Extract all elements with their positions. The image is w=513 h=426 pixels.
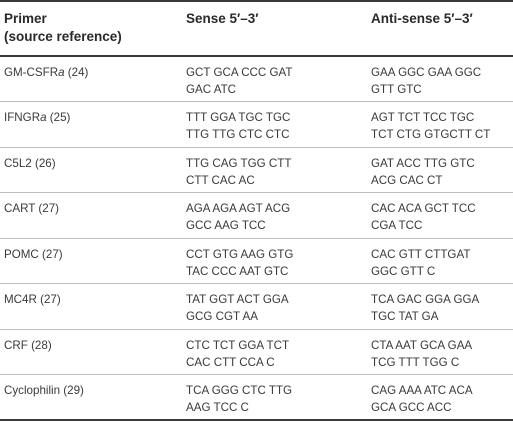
primer-reference: (26) [34,156,56,170]
sense-sequence-line: CAC CTT CCA C [186,355,275,369]
primer-name: MC4R [4,293,37,306]
sense-sequence-line: GCT GCA CCC GAT [186,66,293,79]
sense-cell: TTT GGA TGC TGC TTG TTG CTC CTC [183,102,368,148]
primer-reference: (27) [42,247,63,261]
primer-reference: (24) [67,66,89,79]
antisense-sequence-line: AGT TCT TCC TGC [371,111,475,124]
sense-sequence-line: AGA AGA AGT ACG [186,202,291,215]
header-sense: Sense 5′–3′ [186,11,259,26]
antisense-sequence-line: GGC GTT C [371,264,436,278]
primer-name-cell: C5L2 (26) [0,147,183,193]
primer-name-cell: Cyclophilin (29) [0,375,183,421]
primer-name-cell: MC4R (27) [0,284,183,330]
primer-name: IFNGR [4,111,41,124]
antisense-sequence-line: CAG AAA ATC ACA [371,384,473,397]
antisense-sequence-line: ACG CAC CT [371,173,443,187]
primer-name-cell: POMC (27) [0,238,183,284]
antisense-sequence-line: GCA GCC ACC [371,401,452,414]
sense-cell: TCA GGG CTC TTG AAG TCC C [183,375,368,421]
table-header: Primer (source reference) Sense 5′–3′ An… [0,1,513,56]
sense-cell: CCT GTG AAG GTG TAC CCC AAT GTC [183,238,368,284]
antisense-sequence-line: CAC ACA GCT TCC [371,202,476,215]
sense-cell: AGA AGA AGT ACG GCC AAG TCC [183,193,368,239]
antisense-cell: CAC GTT CTTGAT GGC GTT C [368,238,513,284]
sense-sequence-line: TAT GGT ACT GGA [186,293,289,306]
antisense-sequence-line: TCT CTG GTGCTT CT [371,128,491,141]
table-row: POMC (27) CCT GTG AAG GTG TAC CCC AAT GTC C… [0,238,513,284]
sense-sequence-line: GCC AAG TCC [186,219,266,232]
antisense-cell: GAA GGC GAA GGC GTT GTC [368,56,513,102]
primer-name-cell: GM-CSFRa (24) [0,56,183,102]
header-primer-line1: Primer [4,11,47,26]
table-row: Cyclophilin (29) TCA GGG CTC TTG AAG TCC C… [0,375,513,421]
sense-sequence-line: CTC TCT GGA TCT [186,338,290,352]
sense-cell: TAT GGT ACT GGA GCG CGT AA [183,284,368,330]
antisense-sequence-line: CAC GTT CTTGAT [371,247,471,261]
sense-sequence-line: GAC ATC [186,83,237,96]
sense-sequence-line: AAG TCC C [186,401,249,414]
sense-sequence-line: GCG CGT AA [186,310,258,323]
antisense-cell: CAG AAA ATC ACA GCA GCC ACC [368,375,513,421]
antisense-cell: TCA GAC GGA GGA TGC TAT GA [368,284,513,330]
primer-name: C5L2 [4,156,32,170]
antisense-sequence-line: CGA TCC [371,219,423,232]
primer-reference: (27) [40,293,61,306]
sense-sequence-line: TAC CCC AAT GTC [186,264,289,278]
primer-name-cell: CART (27) [0,193,183,239]
table-row: CART (27) AGA AGA AGT ACG GCC AAG TCC CAC A… [0,193,513,239]
antisense-sequence-line: TGC TAT GA [371,310,439,323]
primer-name: Cyclophilin [4,384,61,397]
primer-name: POMC [4,247,39,261]
sense-cell: GCT GCA CCC GAT GAC ATC [183,56,368,102]
antisense-sequence-line: TCG TTT TGG C [371,355,460,369]
sense-sequence-line: TTG TTG CTC CTC [186,128,290,141]
antisense-cell: AGT TCT TCC TGC TCT CTG GTGCTT CT [368,102,513,148]
primer-name: CART [4,202,36,215]
antisense-sequence-line: GAT ACC TTG GTC [371,156,475,170]
antisense-sequence-line: CTA AAT GCA GAA [371,338,473,352]
primer-name-suffix: a [40,111,47,124]
table-row: IFNGRa (25) TTT GGA TGC TGC TTG TTG CTC CT… [0,102,513,148]
antisense-cell: CAC ACA GCT TCC CGA TCC [368,193,513,239]
header-primer-line2: (source reference) [4,29,122,44]
primer-name-cell: IFNGRa (25) [0,102,183,148]
primer-name: GM-CSFR [4,66,59,79]
primer-reference: (25) [49,111,71,124]
antisense-sequence-line: GTT GTC [371,83,422,96]
primer-reference: (29) [63,384,84,397]
table-row: GM-CSFRa (24) GCT GCA CCC GAT GAC ATC GAA G… [0,56,513,102]
sense-sequence-line: CCT GTG AAG GTG [186,247,294,261]
primer-name-suffix: a [58,66,65,79]
sense-sequence-line: CTT CAC AC [186,173,255,187]
primer-name-cell: CRF (28) [0,329,183,375]
antisense-sequence-line: GAA GGC GAA GGC [371,66,482,79]
table-body: GM-CSFRa (24) GCT GCA CCC GAT GAC ATC GAA G… [0,56,513,420]
sense-sequence-line: TTT GGA TGC TGC [186,111,291,124]
header-row: Primer (source reference) Sense 5′–3′ An… [0,1,513,56]
antisense-cell: CTA AAT GCA GAA TCG TTT TGG C [368,329,513,375]
primer-reference: (28) [31,338,52,352]
table-row: CRF (28) CTC TCT GGA TCT CAC CTT CCA C CTA … [0,329,513,375]
table-row: C5L2 (26) TTG CAG TGG CTT CTT CAC AC GAT AC… [0,147,513,193]
sense-cell: CTC TCT GGA TCT CAC CTT CCA C [183,329,368,375]
primer-name: CRF [4,338,28,352]
antisense-cell: GAT ACC TTG GTC ACG CAC CT [368,147,513,193]
header-primer: Primer (source reference) [0,1,183,56]
sense-sequence-line: TCA GGG CTC TTG [186,384,293,397]
table-row: MC4R (27) TAT GGT ACT GGA GCG CGT AA TCA GA… [0,284,513,330]
sense-cell: TTG CAG TGG CTT CTT CAC AC [183,147,368,193]
header-antisense: Anti-sense 5′–3′ [371,11,473,26]
primer-reference: (27) [38,202,60,215]
sense-sequence-line: TTG CAG TGG CTT [186,156,292,170]
antisense-sequence-line: TCA GAC GGA GGA [371,293,480,306]
